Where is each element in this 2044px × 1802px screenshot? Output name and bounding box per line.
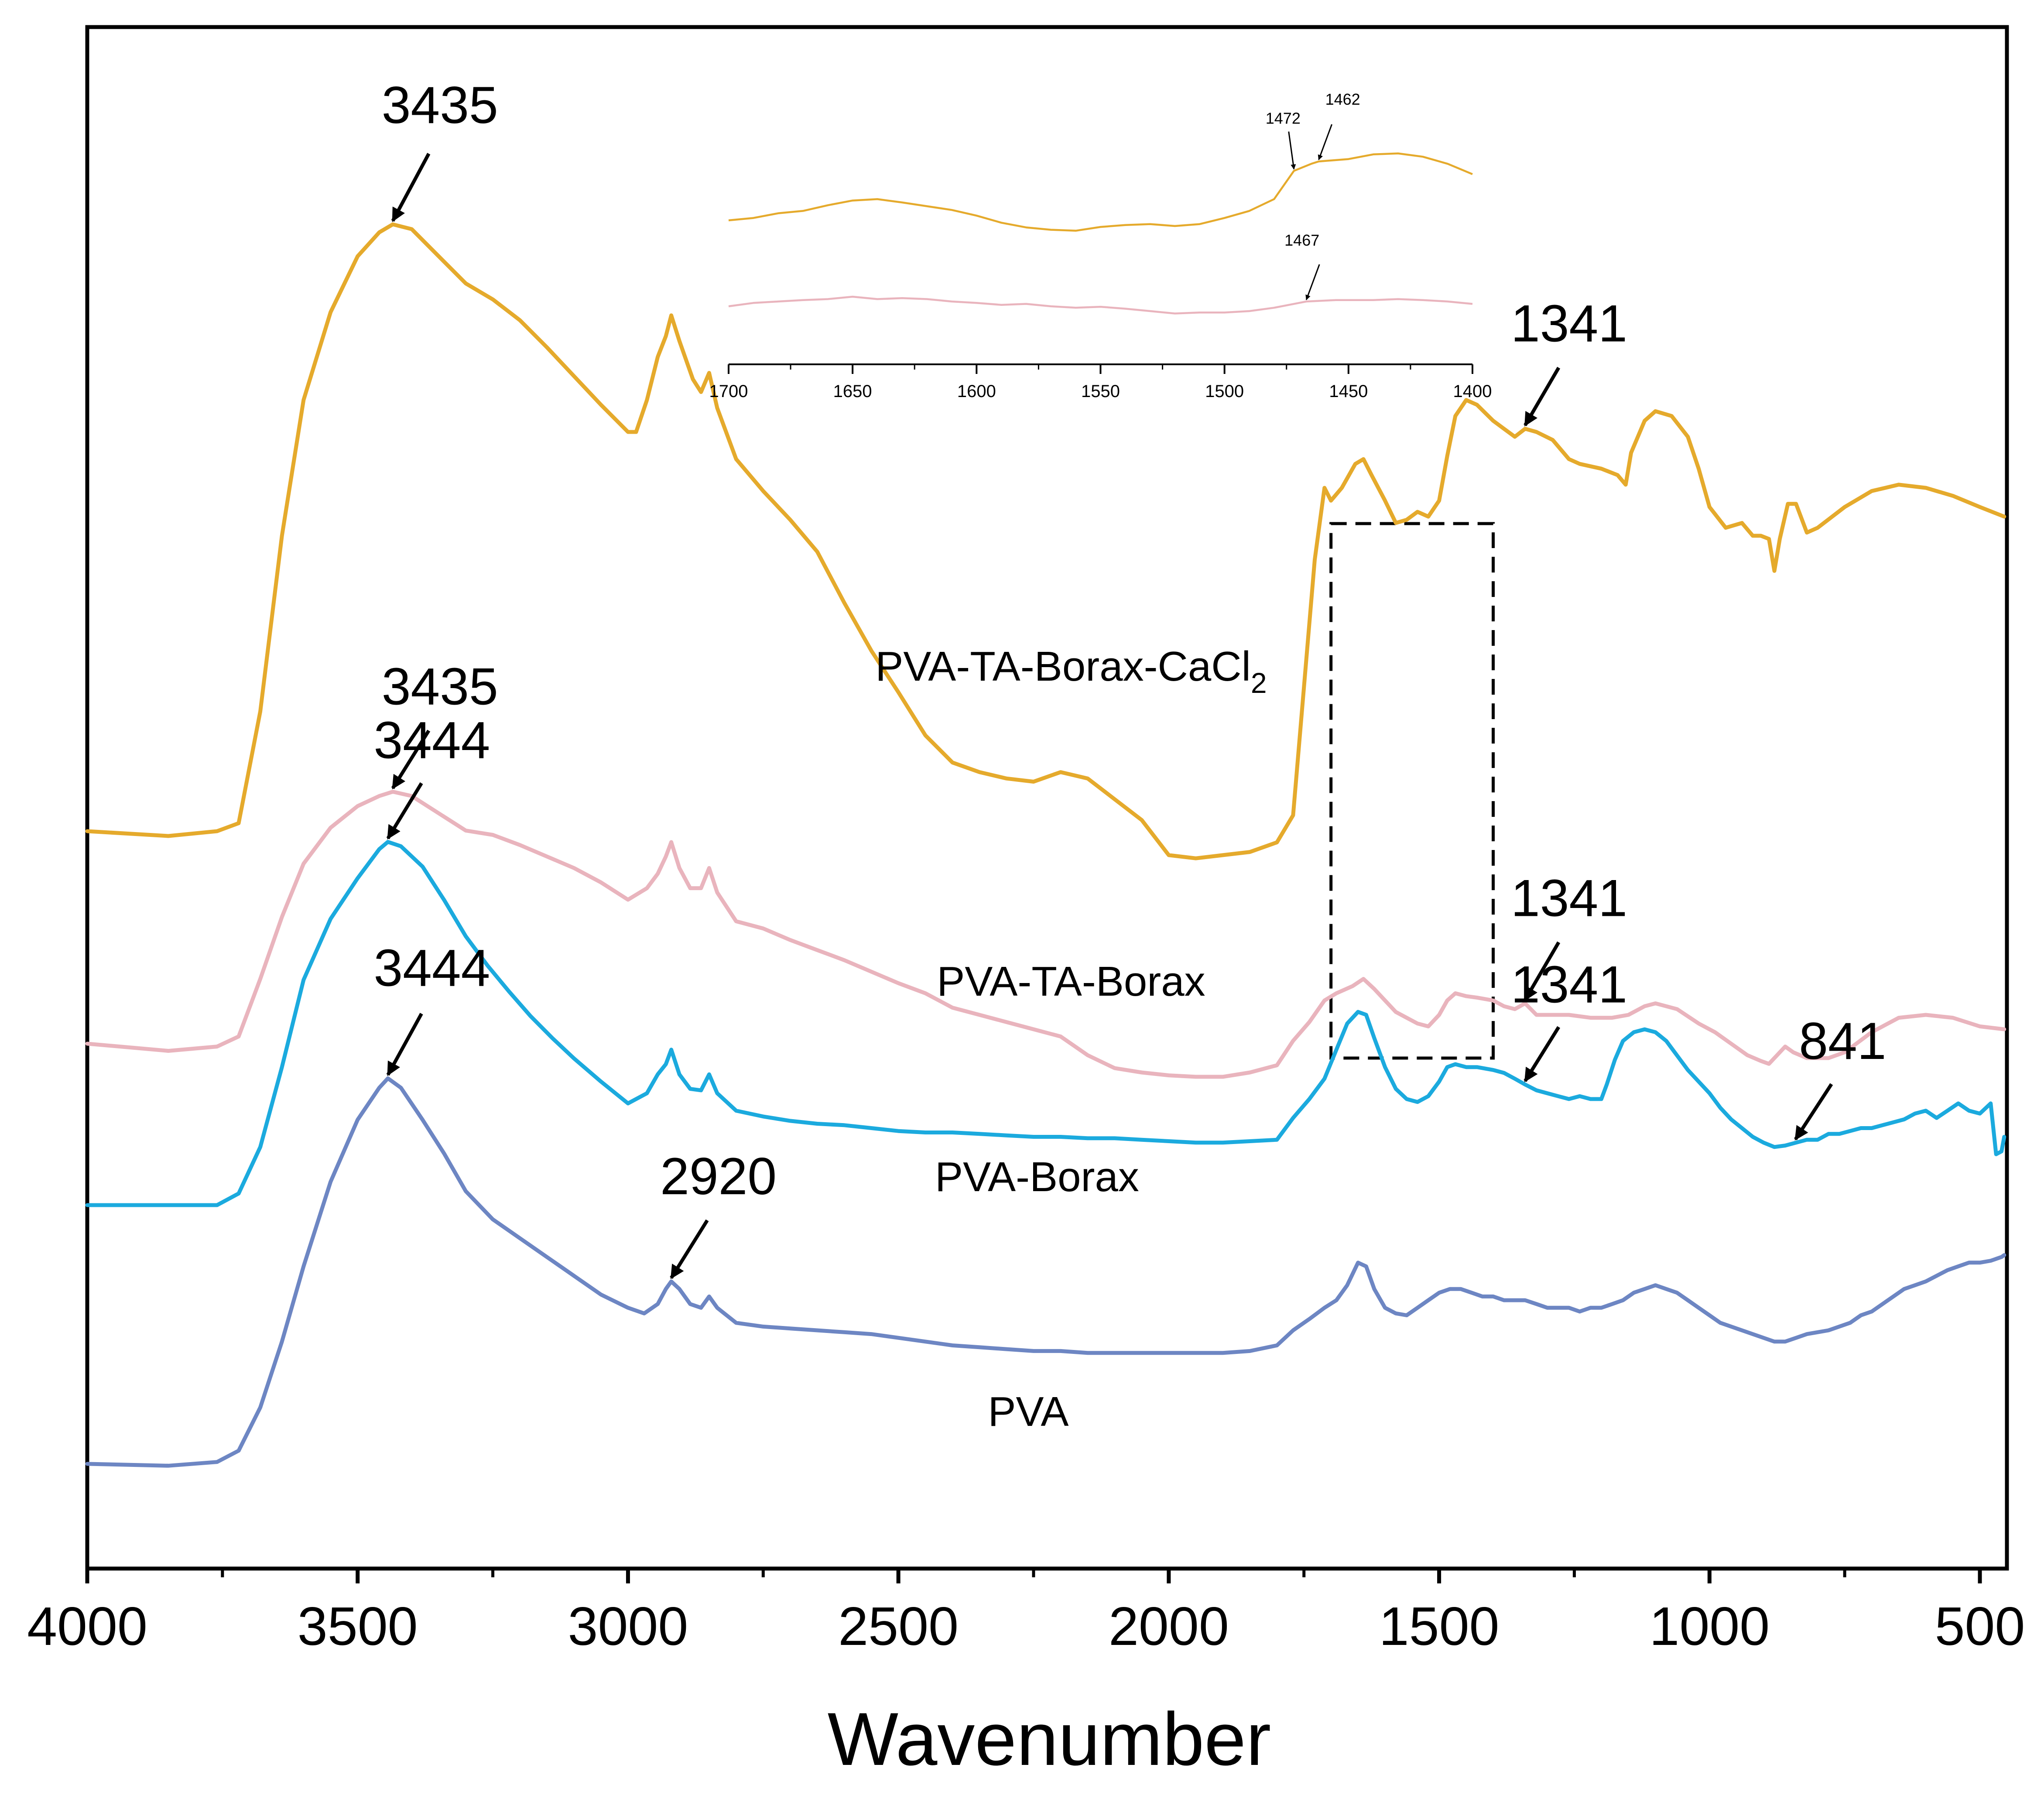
annotation-arrow bbox=[386, 782, 423, 840]
plot-border bbox=[85, 25, 2009, 1571]
inset: 1700 1650 1600 1550 1500 1450 1400 1472 1462 1467 bbox=[709, 90, 1492, 401]
inset-tick-label: 1650 bbox=[833, 382, 872, 401]
series-labels: PVA-TA-Borax-CaCl2 PVA-TA-Borax PVA-Borax P… bbox=[875, 643, 1267, 1435]
series-line-pva-borax bbox=[85, 840, 2006, 1207]
inset-annotation-arrow bbox=[1305, 264, 1320, 301]
annotation-arrow bbox=[670, 1219, 709, 1279]
x-tick-label: 4000 bbox=[27, 1596, 147, 1657]
annotation-label: 1341 bbox=[1511, 869, 1627, 928]
x-tick-label: 3000 bbox=[568, 1596, 688, 1657]
inset-annotation-arrow bbox=[1318, 124, 1333, 161]
annotation-label: 3435 bbox=[382, 658, 498, 716]
inset-tick-label: 1400 bbox=[1453, 382, 1492, 401]
annotation-label: 3444 bbox=[373, 711, 490, 770]
series-line-pva bbox=[85, 1076, 2006, 1468]
annotation-arrow bbox=[1524, 941, 1561, 1001]
x-axis: 4000 3500 3000 2500 2000 1500 1000 500 bbox=[27, 1569, 2025, 1657]
annotation-label: 1341 bbox=[1511, 295, 1627, 353]
inset-tick-label: 1700 bbox=[709, 382, 748, 401]
x-tick-label: 2500 bbox=[838, 1596, 959, 1657]
annotations: 3435 1341 3435 1341 3444 1341 841 3444 2920 bbox=[373, 76, 1886, 1279]
inset-series-line bbox=[728, 295, 1473, 315]
annotation-arrow bbox=[1794, 1083, 1833, 1141]
annotation-label: 841 bbox=[1799, 1012, 1886, 1070]
series-line-pva-ta-borax bbox=[85, 790, 2006, 1079]
annotation-arrow bbox=[391, 730, 431, 790]
annotation-label: 3444 bbox=[373, 939, 490, 997]
annotation-label: 3435 bbox=[382, 76, 498, 134]
inset-tick-label: 1600 bbox=[957, 382, 996, 401]
annotation-arrow bbox=[391, 153, 431, 223]
inset-series-line bbox=[728, 152, 1473, 232]
x-tick-label: 1500 bbox=[1379, 1596, 1500, 1657]
x-tick-label: 3500 bbox=[298, 1596, 418, 1657]
inset-annotation-label: 1467 bbox=[1284, 231, 1319, 249]
inset-annotation-arrow bbox=[1288, 131, 1296, 170]
annotation-arrow bbox=[386, 1013, 423, 1076]
series-label: PVA-TA-Borax bbox=[937, 958, 1205, 1005]
series-label: PVA-TA-Borax-CaCl2 bbox=[875, 643, 1267, 699]
series-label: PVA-Borax bbox=[935, 1154, 1139, 1200]
x-axis-label: Wavenumber bbox=[828, 1697, 1271, 1781]
inset-tick-label: 1500 bbox=[1205, 382, 1244, 401]
series-label: PVA bbox=[988, 1388, 1069, 1435]
highlight-box bbox=[1329, 522, 1495, 1060]
series-group bbox=[85, 222, 2006, 1468]
inset-tick-label: 1450 bbox=[1329, 382, 1368, 401]
series-line-pva-ta-borax-cacl2 bbox=[85, 222, 2006, 860]
x-tick-label: 2000 bbox=[1109, 1596, 1229, 1657]
annotation-arrow bbox=[1524, 1026, 1561, 1083]
inset-annotation-label: 1462 bbox=[1325, 90, 1360, 108]
dashed-highlight-box bbox=[1329, 522, 1495, 1060]
inset-annotation-label: 1472 bbox=[1266, 110, 1301, 127]
x-tick-label: 500 bbox=[1935, 1596, 2025, 1657]
x-tick-label: 1000 bbox=[1649, 1596, 1770, 1657]
plot-frame bbox=[85, 25, 2009, 1571]
annotation-label: 1341 bbox=[1511, 956, 1627, 1014]
inset-tick-label: 1550 bbox=[1081, 382, 1120, 401]
annotation-label: 2920 bbox=[660, 1147, 777, 1206]
annotation-arrow bbox=[1524, 367, 1561, 427]
